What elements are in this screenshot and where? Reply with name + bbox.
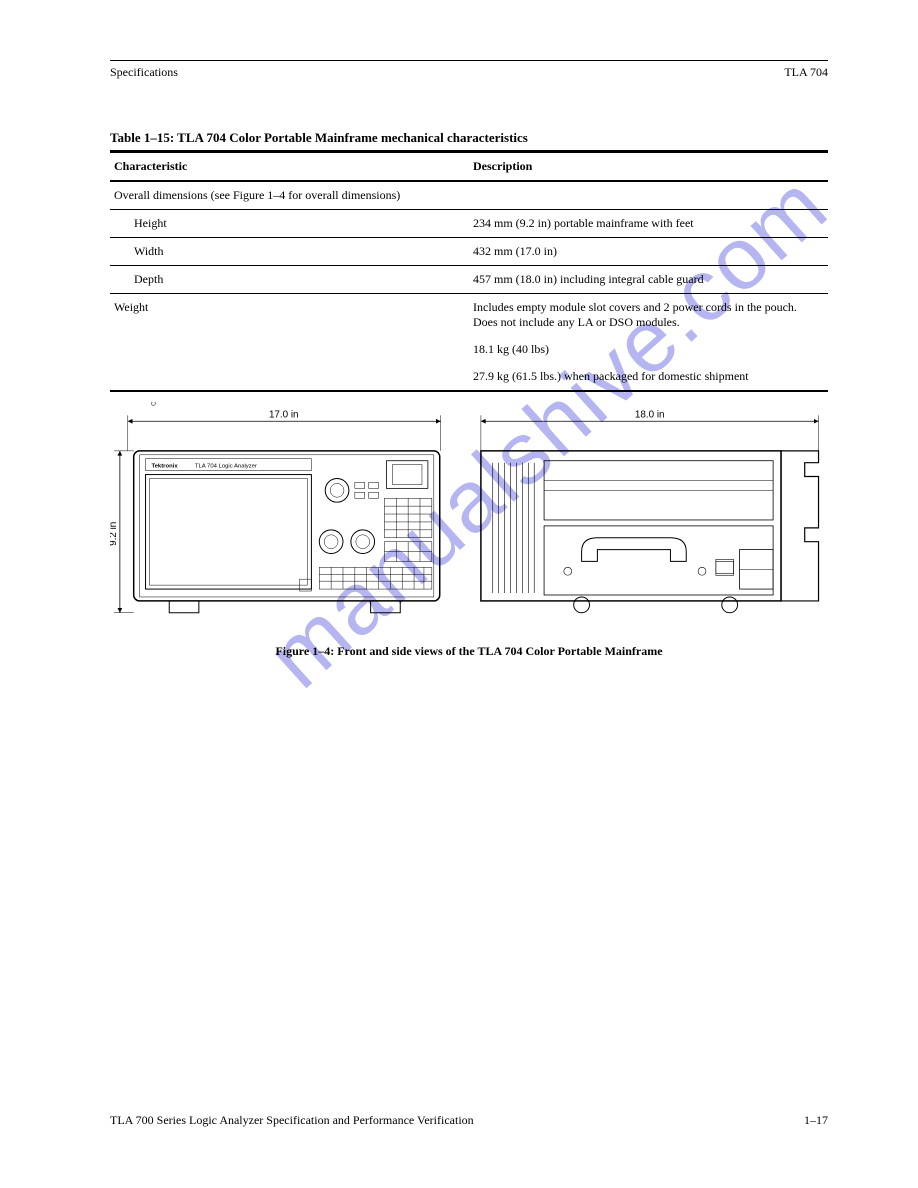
- spec-table: Characteristic Description Overall dimen…: [110, 150, 828, 392]
- dim-height: 9.2 in: [110, 522, 119, 546]
- table-row: Height 234 mm (9.2 in) portable mainfram…: [110, 210, 828, 238]
- cell: Depth: [110, 266, 469, 294]
- cell: Overall dimensions (see Figure 1–4 for o…: [110, 181, 469, 210]
- table-row: Width 432 mm (17.0 in): [110, 238, 828, 266]
- figure-caption: Figure 1–4: Front and side views of the …: [110, 644, 828, 659]
- table-row: Depth 457 mm (18.0 in) including integra…: [110, 266, 828, 294]
- col-description: Description: [469, 152, 828, 182]
- cell: 18.1 kg (40 lbs): [469, 336, 828, 363]
- cell: 234 mm (9.2 in) portable mainframe with …: [469, 210, 828, 238]
- table-row: Weight Includes empty module slot covers…: [110, 294, 828, 337]
- col-characteristic: Characteristic: [110, 152, 469, 182]
- page-footer: TLA 700 Series Logic Analyzer Specificat…: [110, 1113, 828, 1128]
- figure-area: 17.0 in 9.2 in Tektronix TLA 704 Logic A…: [110, 402, 828, 632]
- cell: Includes empty module slot covers and 2 …: [469, 294, 828, 337]
- cell: 27.9 kg (61.5 lbs.) when packaged for do…: [469, 363, 828, 391]
- brand-text: Tektronix: [151, 464, 178, 470]
- cell: [469, 181, 828, 210]
- device-label: TLA 704 Logic Analyzer: [195, 464, 257, 470]
- cell: Weight: [110, 294, 469, 392]
- cell: Width: [110, 238, 469, 266]
- side-view-diagram: 18.0 in: [473, 402, 828, 632]
- table-caption: Table 1–15: TLA 704 Color Portable Mainf…: [110, 130, 828, 146]
- footer-right: 1–17: [804, 1113, 828, 1128]
- header-rule: [110, 60, 828, 61]
- cell: Height: [110, 210, 469, 238]
- table-row: Overall dimensions (see Figure 1–4 for o…: [110, 181, 828, 210]
- dim-width: 17.0 in: [269, 409, 299, 420]
- page-content: Specifications TLA 704 Table 1–15: TLA 7…: [0, 0, 918, 699]
- footer-left: TLA 700 Series Logic Analyzer Specificat…: [110, 1113, 474, 1128]
- cell: 457 mm (18.0 in) including integral cabl…: [469, 266, 828, 294]
- header-right: TLA 704: [784, 65, 828, 80]
- cell: 432 mm (17.0 in): [469, 238, 828, 266]
- dim-depth: 18.0 in: [635, 409, 665, 420]
- front-view-diagram: 17.0 in 9.2 in Tektronix TLA 704 Logic A…: [110, 402, 451, 632]
- running-header: Specifications TLA 704: [110, 65, 828, 80]
- header-left: Specifications: [110, 65, 178, 80]
